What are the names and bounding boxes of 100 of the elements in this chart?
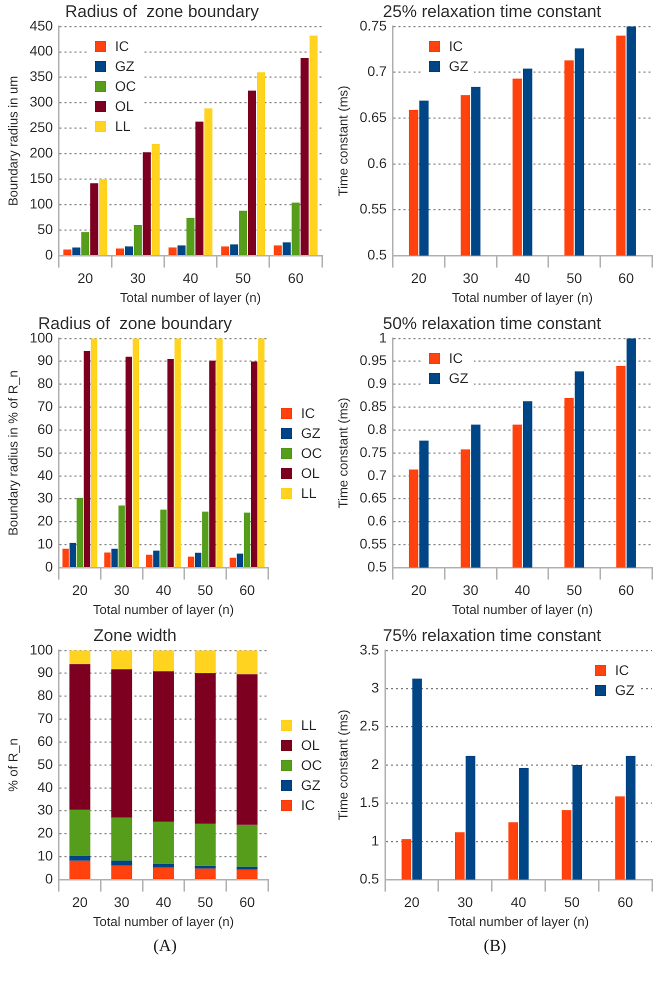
y-tick-label: 70 <box>37 710 54 726</box>
legend-label: GZ <box>448 57 468 76</box>
x-tick-label: 30 <box>462 582 479 598</box>
y-tick-label: 0.95 <box>360 352 388 368</box>
y-tick-label: 0.7 <box>367 466 388 483</box>
y-tick-label: 0.65 <box>360 490 388 506</box>
bar <box>239 210 248 255</box>
y-tick-label: 70 <box>37 398 54 414</box>
y-tick-label: 0.9 <box>367 375 388 392</box>
x-tick-label: 20 <box>72 582 88 598</box>
y-tick-label: 0.55 <box>360 536 388 552</box>
bar <box>69 810 90 856</box>
bar <box>99 179 108 255</box>
y-tick-label: 80 <box>37 375 54 392</box>
y-tick-label: 90 <box>37 664 54 680</box>
legend-label: IC <box>301 796 315 815</box>
legend-label: GZ <box>114 57 134 76</box>
bar <box>282 242 291 255</box>
bar <box>194 552 202 567</box>
y-tick-label: 50 <box>37 444 54 460</box>
legend-label: OL <box>301 464 320 483</box>
y-tick-label: 50 <box>37 220 54 237</box>
y-axis-title: Time constant (ms) <box>335 398 350 508</box>
y-tick-label: 3.5 <box>360 641 380 658</box>
bar <box>153 650 174 672</box>
bar <box>202 512 208 567</box>
x-tick-label: 40 <box>156 894 172 910</box>
bar <box>195 122 204 255</box>
x-tick-label: 60 <box>239 894 256 910</box>
y-axis-title: Boundary radius in um <box>5 76 20 206</box>
y-tick-label: 2.5 <box>360 718 380 734</box>
x-tick-label: 30 <box>462 270 479 286</box>
y-tick-label: 200 <box>30 144 54 161</box>
x-tick-label: 40 <box>510 894 527 910</box>
y-tick-label: 50 <box>37 756 54 772</box>
y-tick-label: 40 <box>37 778 54 795</box>
y-tick-label: 300 <box>30 94 54 110</box>
x-tick-label: 30 <box>114 894 130 910</box>
legend-label: OL <box>114 97 134 116</box>
x-tick-label: 30 <box>130 270 146 286</box>
x-tick-label: 60 <box>618 582 634 598</box>
legend-label: OC <box>114 77 136 96</box>
bar <box>142 152 151 255</box>
y-tick-label: 60 <box>37 420 54 437</box>
y-tick-label: 30 <box>37 802 54 818</box>
bar <box>178 245 186 255</box>
y-tick-label: 0.6 <box>367 154 388 171</box>
legend-label: GZ <box>301 776 320 795</box>
bar <box>152 144 160 255</box>
legend-label: IC <box>301 404 315 423</box>
y-tick-label: 0.65 <box>360 108 388 125</box>
bar <box>194 868 216 879</box>
y-tick-label: 0.5 <box>360 870 380 886</box>
legend-label: GZ <box>448 369 468 388</box>
bar <box>153 550 160 567</box>
x-tick-label: 60 <box>288 270 304 286</box>
bar <box>258 338 265 567</box>
legend-label: LL <box>114 117 131 136</box>
bar <box>124 246 133 255</box>
y-tick-label: 0.7 <box>367 63 388 80</box>
y-axis-title: % of R_n <box>5 738 20 792</box>
x-tick-label: 50 <box>198 894 214 910</box>
bar <box>69 856 90 861</box>
y-tick-label: 60 <box>37 732 54 749</box>
bar <box>153 822 174 864</box>
y-axis-title: Time constant (ms) <box>335 710 350 820</box>
bar <box>111 650 132 670</box>
y-tick-label: 1 <box>371 832 380 848</box>
y-tick-label: 90 <box>37 352 54 368</box>
y-axis-title: Boundary radius in % of R_n <box>5 370 20 536</box>
x-tick-label: 40 <box>514 270 530 286</box>
x-tick-label: 20 <box>72 894 88 910</box>
legend-label: IC <box>615 661 629 680</box>
x-axis-title: Total number of layer (n) <box>93 602 234 617</box>
legend-label: OC <box>301 444 322 463</box>
y-tick-label: 0.5 <box>367 558 388 574</box>
bar <box>188 556 194 567</box>
y-tick-label: 0.6 <box>367 512 388 529</box>
x-axis-title: Total number of layer (n) <box>93 914 234 929</box>
y-tick-label: 100 <box>30 641 54 658</box>
x-axis-title: Total number of layer (n) <box>448 914 589 929</box>
y-tick-label: 80 <box>37 687 54 704</box>
bar <box>111 669 132 818</box>
x-tick-label: 60 <box>618 270 634 286</box>
bar <box>146 554 152 567</box>
bar <box>300 58 309 255</box>
text: (A) <box>152 936 178 957</box>
chart-title: 75% relaxation time constant <box>382 626 602 645</box>
bar <box>116 248 124 255</box>
legend-label: GZ <box>301 424 320 443</box>
legend-label: LL <box>301 716 317 735</box>
x-tick-label: 50 <box>564 894 580 910</box>
chart-title: Radius of zone boundary <box>65 2 260 21</box>
bar <box>194 650 216 674</box>
x-tick-label: 60 <box>618 894 634 910</box>
x-tick-label: 20 <box>77 270 94 286</box>
text: (B) <box>482 936 508 957</box>
bar <box>111 818 132 861</box>
bar <box>153 671 174 822</box>
chart-title: Zone width <box>93 626 177 645</box>
